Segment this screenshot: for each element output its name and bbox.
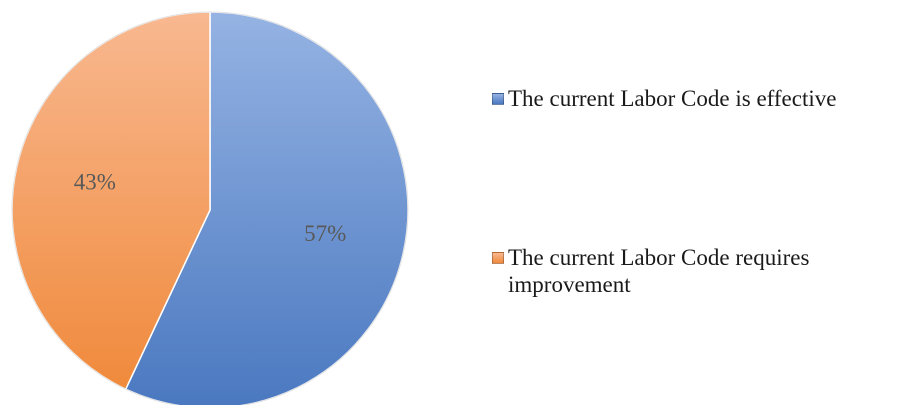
legend-label-effective: The current Labor Code is effective (508, 86, 837, 111)
legend: The current Labor Code is effective The … (492, 0, 902, 405)
slice-requires-improvement (11, 11, 211, 391)
legend-item-effective: The current Labor Code is effective (492, 85, 868, 112)
legend-item-requires-improvement: The current Labor Code requires improvem… (492, 244, 868, 298)
slice-label-effective: 57% (304, 221, 346, 246)
legend-swatch-effective (492, 93, 504, 105)
slice-label-requires-improvement: 43% (74, 170, 116, 195)
legend-swatch-requires-improvement (492, 252, 504, 264)
legend-label-requires-improvement: The current Labor Code requires improvem… (508, 245, 810, 297)
pie-rim (11, 11, 409, 405)
slice-effective (124, 11, 409, 405)
pie-chart: 57% 43% (11, 11, 409, 405)
